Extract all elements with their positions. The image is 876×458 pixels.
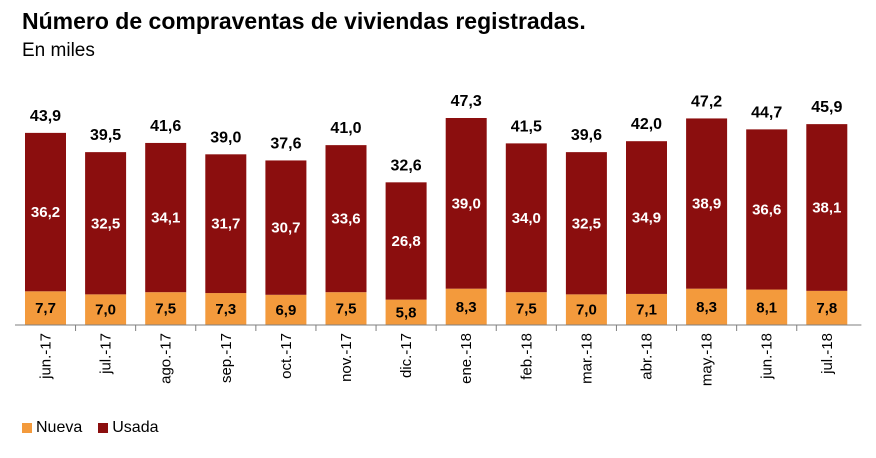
x-tick-label: may.-18 [699, 333, 716, 386]
total-label: 44,7 [751, 104, 782, 121]
bar-usada [205, 154, 247, 294]
x-tick-label: jun.-18 [759, 333, 776, 380]
data-label-usada: 36,6 [752, 201, 781, 218]
total-label: 42,0 [631, 116, 662, 133]
bar-nueva [25, 291, 66, 325]
legend-swatch-nueva [22, 423, 32, 433]
chart-legend: Nueva Usada [22, 419, 175, 437]
data-label-usada: 32,5 [572, 215, 601, 232]
legend-label-usada: Usada [112, 419, 159, 436]
bar-usada [806, 124, 848, 291]
data-label-usada: 36,2 [31, 204, 60, 221]
data-label-usada: 34,9 [632, 210, 661, 227]
bar-usada [626, 141, 667, 294]
total-label: 45,9 [811, 99, 842, 116]
data-label-usada: 30,7 [271, 220, 300, 237]
data-label-nueva: 7,8 [816, 300, 837, 317]
data-label-nueva: 8,1 [756, 299, 777, 316]
x-tick-label: ene.-18 [458, 333, 475, 384]
bar-usada [746, 129, 788, 290]
data-label-usada: 39,0 [452, 195, 481, 212]
data-label-nueva: 8,3 [456, 299, 477, 316]
bar-nueva [746, 289, 788, 325]
bar-nueva [85, 294, 127, 325]
data-label-nueva: 7,5 [336, 301, 357, 318]
data-label-usada: 33,6 [331, 211, 360, 228]
bar-usada [686, 118, 728, 289]
total-label: 39,5 [90, 127, 121, 144]
bar-nueva [265, 294, 307, 325]
data-label-nueva: 7,0 [95, 302, 116, 319]
data-label-usada: 34,1 [151, 210, 180, 227]
bar-usada [445, 118, 487, 289]
bar-usada [85, 152, 127, 295]
bar-nueva [565, 294, 607, 325]
bar-usada [265, 160, 307, 295]
bar-nueva [806, 290, 848, 325]
chart-title: Número de compraventas de viviendas regi… [22, 8, 586, 34]
bar-usada [505, 143, 547, 293]
legend-swatch-usada [98, 423, 109, 433]
x-tick-label: jul.-18 [819, 333, 836, 375]
data-label-nueva: 5,8 [396, 304, 417, 321]
data-label-usada: 32,5 [91, 215, 120, 232]
x-tick-label: sep.-17 [218, 333, 235, 383]
bar-nueva [626, 293, 667, 325]
data-label-nueva: 7,5 [516, 301, 537, 318]
x-tick-label: nov.-17 [338, 333, 355, 382]
data-label-nueva: 7,7 [35, 300, 56, 317]
total-label: 37,6 [270, 135, 301, 152]
x-tick-label: jun.-17 [38, 333, 55, 380]
x-tick-label: jul.-17 [98, 333, 115, 375]
legend-label-nueva: Nueva [36, 419, 83, 436]
chart-subtitle: En miles [22, 40, 95, 61]
bar-nueva [325, 292, 367, 325]
data-label-usada: 26,8 [391, 233, 420, 250]
data-label-nueva: 8,3 [696, 299, 717, 316]
data-label-nueva: 7,0 [576, 302, 597, 319]
total-label: 39,6 [571, 127, 602, 144]
data-label-nueva: 7,3 [215, 301, 236, 318]
bar-usada [325, 145, 367, 293]
data-label-nueva: 7,1 [636, 301, 657, 318]
data-label-usada: 38,1 [812, 199, 841, 216]
x-tick-label: ago.-17 [158, 333, 175, 384]
total-label: 41,5 [511, 118, 542, 135]
data-label-nueva: 7,5 [155, 301, 176, 318]
total-label: 39,0 [210, 129, 241, 146]
x-tick-label: mar.-18 [578, 333, 595, 384]
bar-usada [145, 142, 187, 293]
data-label-usada: 31,7 [211, 216, 240, 233]
total-label: 47,3 [451, 93, 482, 110]
total-label: 41,0 [330, 120, 361, 137]
total-label: 47,2 [691, 93, 722, 110]
data-label-usada: 34,0 [512, 210, 541, 227]
total-label: 41,6 [150, 118, 181, 135]
bar-nueva [205, 293, 247, 325]
bar-usada [385, 182, 427, 300]
bar-nueva [445, 288, 487, 325]
x-tick-label: dic.-17 [398, 333, 415, 378]
data-label-nueva: 6,9 [275, 302, 296, 319]
x-tick-label: oct.-17 [278, 333, 295, 379]
x-tick-label: abr.-18 [639, 333, 656, 380]
bar-usada [25, 132, 66, 292]
total-label: 32,6 [391, 157, 422, 174]
bar-nueva [145, 292, 187, 325]
legend-item-usada: Usada [98, 419, 159, 437]
total-label: 43,9 [30, 108, 61, 125]
data-label-usada: 38,9 [692, 196, 721, 213]
x-tick-label: feb.-18 [518, 333, 535, 380]
bar-usada [565, 152, 607, 295]
bar-nueva [385, 299, 427, 325]
bar-nueva [505, 292, 547, 325]
bar-nueva [686, 288, 728, 325]
legend-item-nueva: Nueva [22, 419, 82, 437]
